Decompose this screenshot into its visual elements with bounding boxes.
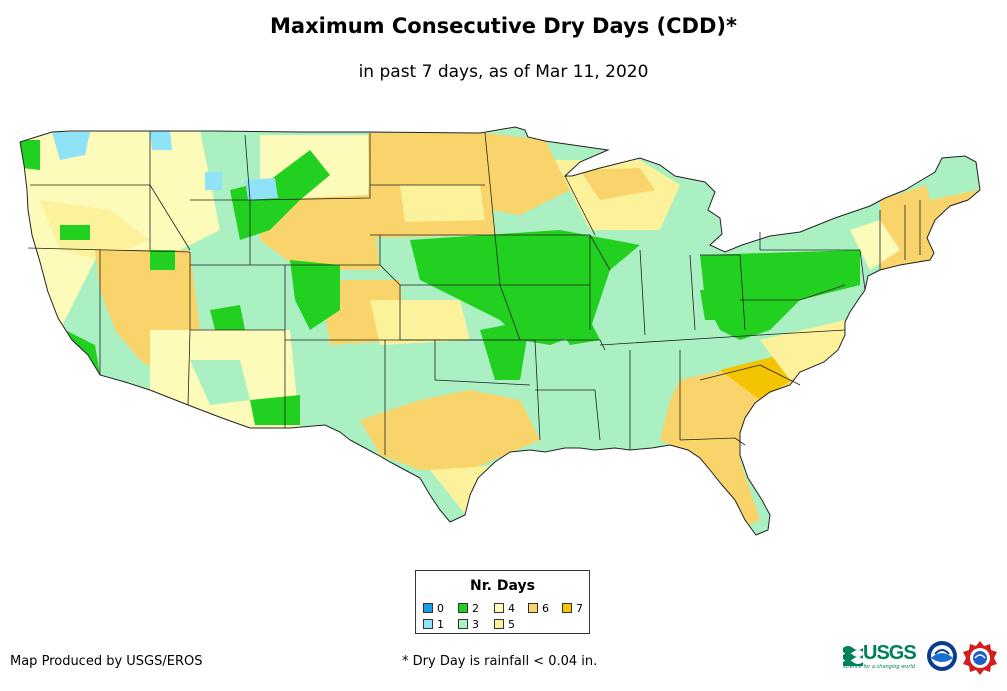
legend-swatch bbox=[458, 603, 468, 613]
legend: Nr. Days 0 1 2 3 4 5 6 7 bbox=[415, 570, 590, 634]
legend-label: 4 bbox=[508, 602, 515, 615]
legend-swatch bbox=[528, 603, 538, 613]
dry-day-footnote: * Dry Day is rainfall < 0.04 in. bbox=[402, 654, 598, 669]
legend-item-0: 0 bbox=[423, 603, 444, 614]
legend-swatch bbox=[494, 619, 504, 629]
legend-swatch bbox=[423, 603, 433, 613]
noaa-logo-icon bbox=[927, 641, 957, 671]
legend-label: 2 bbox=[472, 602, 479, 615]
usgs-wordmark: USGS bbox=[863, 642, 917, 664]
usgs-tagline: science for a changing world bbox=[843, 664, 915, 670]
legend-label: 7 bbox=[576, 602, 583, 615]
legend-label: 5 bbox=[508, 618, 515, 631]
legend-label: 1 bbox=[437, 618, 444, 631]
usgs-wave-icon bbox=[843, 646, 863, 666]
legend-title: Nr. Days bbox=[470, 578, 535, 594]
legend-item-7: 7 bbox=[562, 603, 583, 614]
legend-swatch bbox=[423, 619, 433, 629]
map-title: Maximum Consecutive Dry Days (CDD)* bbox=[270, 14, 737, 38]
legend-item-3: 3 bbox=[458, 619, 479, 630]
legend-item-6: 6 bbox=[528, 603, 549, 614]
legend-item-2: 2 bbox=[458, 603, 479, 614]
legend-label: 0 bbox=[437, 602, 444, 615]
map-subtitle: in past 7 days, as of Mar 11, 2020 bbox=[358, 62, 649, 82]
usgs-logo: USGS science for a changing world bbox=[843, 642, 919, 670]
nws-logo-icon bbox=[963, 641, 997, 675]
legend-label: 3 bbox=[472, 618, 479, 631]
legend-item-1: 1 bbox=[423, 619, 444, 630]
legend-label: 6 bbox=[542, 602, 549, 615]
map-credit: Map Produced by USGS/EROS bbox=[10, 654, 203, 669]
legend-item-5: 5 bbox=[494, 619, 515, 630]
legend-swatch bbox=[494, 603, 504, 613]
legend-swatch bbox=[458, 619, 468, 629]
legend-item-4: 4 bbox=[494, 603, 515, 614]
legend-swatch bbox=[562, 603, 572, 613]
